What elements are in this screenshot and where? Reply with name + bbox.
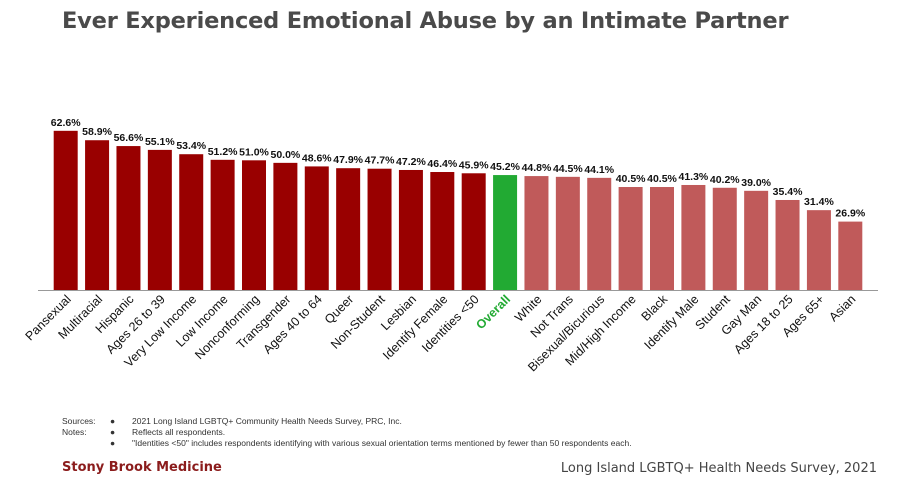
- bar: [744, 190, 769, 290]
- bar-chart: 62.6%Pansexual58.9%Multiracial56.6%Hispa…: [23, 117, 878, 374]
- note-row: Notes: ● Reflects all respondents.: [62, 427, 632, 438]
- bar: [524, 176, 549, 290]
- bar: [85, 140, 110, 290]
- data-label: 50.0%: [270, 149, 300, 161]
- survey-footer: Long Island LGBTQ+ Health Needs Survey, …: [560, 461, 877, 476]
- category-label: Overall: [473, 292, 513, 332]
- bullet-icon: ●: [110, 416, 116, 426]
- note-text: Reflects all respondents.: [132, 427, 226, 437]
- data-label: 55.1%: [145, 136, 175, 148]
- data-label: 51.2%: [208, 146, 238, 158]
- data-label: 44.8%: [522, 162, 552, 174]
- data-label: 45.2%: [490, 161, 520, 173]
- note-text: 2021 Long Island LGBTQ+ Community Health…: [132, 416, 402, 426]
- bar: [555, 176, 580, 290]
- data-label: 40.5%: [647, 173, 677, 185]
- note-label: Notes:: [62, 427, 87, 437]
- bar: [398, 169, 423, 290]
- data-label: 26.9%: [835, 208, 865, 220]
- data-label: 47.2%: [396, 156, 426, 168]
- bar: [53, 130, 78, 290]
- bar: [210, 159, 235, 290]
- data-label: 62.6%: [51, 117, 81, 129]
- note-label: Sources:: [62, 416, 96, 426]
- data-label: 56.6%: [114, 132, 144, 144]
- bar: [681, 184, 706, 290]
- bullet-icon: ●: [110, 438, 116, 448]
- chart-title: Ever Experienced Emotional Abuse by an I…: [62, 8, 789, 34]
- data-label: 44.1%: [584, 164, 614, 176]
- bar: [304, 166, 329, 290]
- bar: [775, 199, 800, 290]
- data-label: 47.7%: [365, 155, 395, 167]
- bar: [179, 154, 204, 290]
- bar: [461, 173, 486, 290]
- category-label: Asian: [826, 292, 858, 324]
- bar: [838, 221, 863, 290]
- data-label: 31.4%: [804, 196, 834, 208]
- note-row: Sources: ● 2021 Long Island LGBTQ+ Commu…: [62, 416, 632, 427]
- data-label: 35.4%: [773, 186, 803, 198]
- data-label: 39.0%: [741, 177, 771, 189]
- brand-footer: Stony Brook Medicine: [62, 460, 222, 475]
- bar: [618, 187, 643, 290]
- bar: [430, 172, 455, 290]
- chart-notes: Sources: ● 2021 Long Island LGBTQ+ Commu…: [62, 416, 632, 449]
- bar: [712, 187, 737, 290]
- note-text: "Identities <50" includes respondents id…: [132, 438, 632, 448]
- bar: [806, 210, 831, 290]
- data-label: 45.9%: [459, 159, 489, 171]
- data-label: 58.9%: [82, 126, 112, 138]
- data-label: 47.9%: [333, 154, 363, 166]
- bar: [650, 187, 674, 290]
- note-row: ● "Identities <50" includes respondents …: [62, 438, 632, 449]
- bar: [116, 146, 141, 290]
- bar: [367, 168, 392, 290]
- bar: [336, 168, 361, 290]
- bar: [147, 149, 172, 290]
- data-label: 51.0%: [239, 146, 269, 158]
- data-label: 40.5%: [616, 173, 646, 185]
- data-label: 46.4%: [427, 158, 457, 170]
- data-label: 40.2%: [710, 174, 740, 186]
- bar: [493, 175, 518, 290]
- note-label: [62, 438, 110, 449]
- bar: [587, 177, 612, 290]
- data-label: 48.6%: [302, 152, 332, 164]
- data-label: 41.3%: [678, 171, 708, 183]
- bar: [242, 160, 266, 290]
- data-label: 44.5%: [553, 163, 583, 175]
- data-label: 53.4%: [176, 140, 206, 152]
- bar: [273, 162, 298, 290]
- bullet-icon: ●: [110, 427, 116, 437]
